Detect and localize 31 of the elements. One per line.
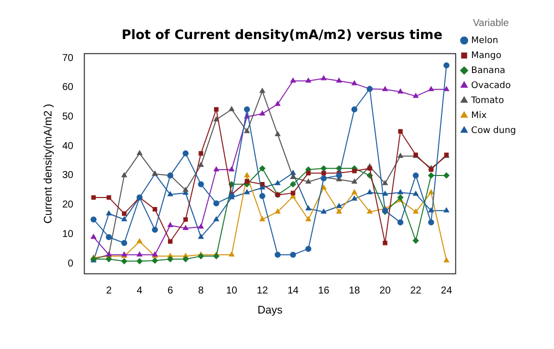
legend-title: Variable bbox=[472, 18, 510, 29]
x-tick-label: 4 bbox=[136, 286, 143, 297]
y-tick-label: 70 bbox=[62, 52, 74, 64]
x-tick-label: 12 bbox=[256, 286, 268, 297]
y-tick-label: 10 bbox=[62, 228, 74, 240]
y-axis-title: Current density(mA/m2 ) bbox=[42, 104, 55, 224]
legend-label: Mix bbox=[471, 110, 488, 121]
y-tick-label: 40 bbox=[62, 140, 74, 152]
x-tick-label: 22 bbox=[410, 286, 422, 297]
y-tick-label: 0 bbox=[68, 258, 74, 270]
x-tick-label: 14 bbox=[287, 286, 300, 297]
x-tick-label: 20 bbox=[380, 286, 392, 297]
legend-label: Tomato bbox=[470, 96, 504, 106]
legend-label: Melon bbox=[471, 36, 498, 46]
legend-label: Banana bbox=[471, 66, 506, 76]
x-tick-label: 18 bbox=[348, 286, 360, 297]
legend-label: Ovacado bbox=[471, 80, 512, 91]
x-tick-label: 10 bbox=[226, 286, 238, 297]
y-tick-label: 30 bbox=[62, 170, 74, 182]
x-tick-label: 8 bbox=[198, 286, 204, 297]
y-tick-label: 50 bbox=[62, 111, 74, 122]
y-tick-label: 20 bbox=[62, 200, 74, 211]
x-tick-label: 16 bbox=[318, 286, 330, 297]
y-tick-label: 60 bbox=[62, 82, 74, 94]
x-tick-label: 6 bbox=[167, 286, 174, 297]
legend-label: Mango bbox=[471, 50, 502, 61]
x-axis-title: Days bbox=[257, 304, 284, 316]
x-tick-label: 24 bbox=[440, 286, 452, 297]
chart-title: Plot of Current density(mA/m2) versus time bbox=[122, 28, 443, 44]
legend-label: Cow dung bbox=[471, 126, 516, 136]
x-tick-label: 2 bbox=[106, 286, 112, 297]
